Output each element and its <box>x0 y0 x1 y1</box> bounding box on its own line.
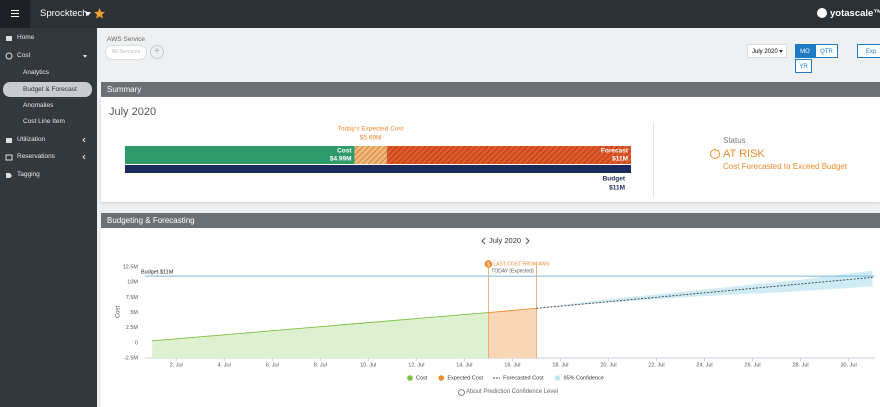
status-message: Cost Forecasted to Exceed Budget <box>723 162 848 171</box>
info-icon <box>458 389 465 396</box>
status-label: Status <box>723 136 746 145</box>
nav-item[interactable]: Home <box>17 34 35 41</box>
nav-icons <box>5 36 86 178</box>
period-text: July 2020 <box>752 49 778 55</box>
footnote[interactable]: About Prediction Confidence Level <box>466 389 559 395</box>
nav-subitem[interactable]: Budget & Forecast <box>23 86 77 93</box>
granularity-button[interactable]: QTR <box>815 44 838 58</box>
nav-subitem[interactable]: Anomalies <box>23 102 54 109</box>
export-text: Exp <box>866 49 877 55</box>
logo-icon <box>817 8 827 18</box>
nav-item[interactable]: Cost <box>17 52 31 59</box>
nav-selected <box>3 82 92 97</box>
period-select[interactable]: July 2020 <box>747 44 787 58</box>
nav-item[interactable]: Utilization <box>17 136 46 143</box>
forecast-period: July 2020 <box>488 236 522 245</box>
menu-button[interactable] <box>0 0 30 28</box>
nav-subitem[interactable]: Analytics <box>23 69 50 76</box>
forecast-panel <box>101 228 880 407</box>
select-caret <box>779 50 783 53</box>
nav-item[interactable]: Tagging <box>17 171 40 178</box>
section-title: Summary <box>107 85 142 94</box>
status-value: AT RISK <box>723 148 765 160</box>
nav-item[interactable]: Reservations <box>17 153 55 160</box>
filter-label: AWS Service <box>107 36 146 43</box>
status-icon: ! <box>710 149 720 159</box>
org-name[interactable]: Sprocktech <box>40 8 88 19</box>
logo: yotascale™ <box>830 8 880 19</box>
export-button[interactable]: Exp <box>857 44 880 58</box>
top-bar: Sprocktech yotascale™ <box>0 0 880 28</box>
section-title: Budgeting & Forecasting <box>107 216 195 225</box>
divider <box>653 122 654 198</box>
sidebar: Home Cost Analytics Budget & Forecast An… <box>0 28 97 407</box>
section-header: Budgeting & Forecasting <box>101 213 880 228</box>
summary-period: July 2020 <box>109 106 157 118</box>
favorite-star[interactable] <box>94 8 105 19</box>
granularity-button[interactable]: MO <box>795 44 815 58</box>
chevron <box>83 55 87 58</box>
granularity-button[interactable]: YR <box>795 59 812 73</box>
add-filter[interactable]: + <box>150 45 164 59</box>
nav-subitem[interactable]: Cost Line Item <box>23 118 65 125</box>
org-caret <box>85 12 91 16</box>
filter-chip[interactable]: All Services <box>105 45 147 60</box>
section-header: Summary <box>101 82 880 97</box>
